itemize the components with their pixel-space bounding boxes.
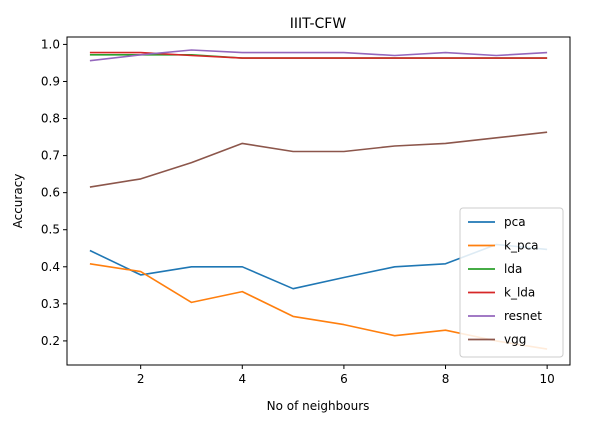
x-tick-label: 6 <box>340 372 348 386</box>
legend-label: pca <box>504 215 526 229</box>
legend-label: vgg <box>504 333 526 347</box>
chart-title: IIIT-CFW <box>290 16 347 32</box>
y-tick-label: 0.7 <box>41 149 60 163</box>
x-tick-label: 4 <box>238 372 246 386</box>
x-axis-label: No of neighbours <box>267 399 370 413</box>
legend-label: resnet <box>504 309 542 323</box>
y-tick-label: 0.5 <box>41 223 60 237</box>
series-line-resnet <box>89 49 548 62</box>
y-tick-label: 1.0 <box>41 37 60 51</box>
x-axis: 2 4 6 8 10 <box>137 365 555 386</box>
legend-label: k_pca <box>504 239 539 253</box>
plot-frame <box>66 36 571 366</box>
y-tick-label: 0.4 <box>41 260 60 274</box>
y-tick-label: 0.9 <box>41 74 60 88</box>
series-line-vgg <box>89 131 548 188</box>
legend-label: lda <box>504 262 522 276</box>
x-tick-label: 10 <box>539 372 554 386</box>
y-axis-label: Accuracy <box>11 174 25 229</box>
series-line-k-lda <box>89 51 548 59</box>
legend-label: k_lda <box>504 286 535 300</box>
y-axis: 0.2 0.3 0.4 0.5 0.6 0.7 0.8 0.9 1.0 <box>41 37 67 348</box>
y-tick-label: 0.3 <box>41 297 60 311</box>
x-tick-label: 8 <box>442 372 450 386</box>
x-tick-label: 2 <box>137 372 145 386</box>
y-tick-label: 0.8 <box>41 112 60 126</box>
y-tick-label: 0.6 <box>41 186 60 200</box>
y-tick-label: 0.2 <box>41 334 60 348</box>
